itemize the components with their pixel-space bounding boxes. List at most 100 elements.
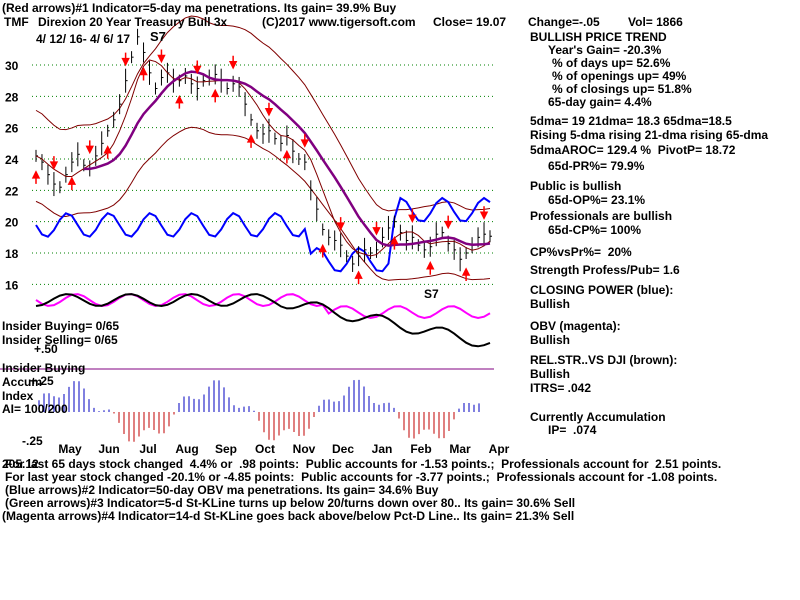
obv [35, 293, 491, 320]
copyright: (C)2017 www.tigersoft.com [262, 15, 416, 29]
buy-arrow [31, 170, 41, 184]
change-value: Change=-.05 [528, 15, 600, 29]
x-tick-label: Jan [372, 442, 393, 456]
y-tick-label: 18 [5, 247, 19, 261]
stats-line: Rising 5-dma rising 21-dma rising 65-dma [530, 128, 769, 142]
stats-line: 65d-PR%= 79.9% [548, 159, 645, 173]
buy-arrow [103, 145, 112, 159]
fund-name: Direxion 20 Year Treasury Bull 3x [38, 15, 228, 29]
stats-line: BULLISH PRICE TREND [530, 30, 667, 44]
stats-line: 5dmaAROC= 129.4 % PivotP= 18.72 [530, 143, 736, 157]
x-tick-label: Dec [332, 442, 354, 456]
minus25-label: -.25 [22, 434, 43, 448]
buy-arrow [426, 261, 435, 275]
stats-line: REL.STR..VS DJI (brown): [530, 353, 678, 367]
ma-65-line [83, 70, 491, 247]
ma-21-line [35, 59, 491, 257]
signal-label: S7 [150, 29, 166, 44]
sell-arrow [300, 134, 310, 148]
sell-arrow [121, 52, 130, 67]
sell-arrow [157, 49, 166, 64]
rel-strength [35, 292, 491, 348]
stats-line: 65d-CP%= 100% [548, 223, 642, 237]
buy-arrow [175, 94, 184, 109]
x-tick-label: Aug [175, 442, 198, 456]
lower-band [35, 126, 491, 281]
accum-label: Accum [2, 375, 43, 389]
sell-arrow [49, 156, 59, 170]
stats-line: Professionals are bullish [530, 209, 673, 223]
plus50-label: +.50 [34, 342, 58, 356]
sell-arrow [479, 206, 489, 220]
stats-line: % of days up= 52.6% [552, 56, 671, 70]
bands [35, 15, 491, 281]
volume-value: Vol= 1866 [628, 15, 683, 29]
stats-line: Public is bullish [530, 179, 622, 193]
stats-line: Bullish [530, 367, 571, 381]
stats-line: Bullish [530, 333, 571, 347]
x-tick-label: Mar [449, 442, 471, 456]
y-tick-label: 26 [5, 122, 19, 136]
bottom-note: (Blue arrows)#2 Indicator=50-day OBV ma … [5, 483, 439, 497]
stats-line: CLOSING POWER (blue): [530, 283, 674, 297]
buy-arrow [210, 88, 220, 103]
moving-average-lines [35, 59, 491, 257]
buy-arrow [67, 176, 77, 191]
x-tick-label: Jun [98, 442, 119, 456]
buy-arrow [354, 270, 363, 285]
sell-arrow [336, 217, 345, 231]
buy-arrow [139, 66, 148, 81]
x-axis-ticks: May Jun Jul Aug Sep Oct Nov Dec Jan Feb Mar Apr [58, 442, 509, 456]
stats-line: Strength Profess/Pub= 1.6 [530, 263, 680, 277]
stats-line: % of openings up= 49% [552, 69, 687, 83]
x-tick-label: Jul [139, 442, 156, 456]
y-tick-label: 22 [5, 184, 19, 198]
index-label: Index [2, 389, 34, 403]
stats-line: 65-day gain= 4.4% [548, 95, 652, 109]
sell-arrow [193, 60, 202, 75]
y-tick-label: 20 [5, 216, 19, 230]
x-tick-label: Nov [293, 442, 316, 456]
buy-arrow [282, 149, 292, 164]
bottom-note: For last year stock changed -20.1% or -4… [5, 470, 718, 484]
buy-arrow [390, 235, 399, 250]
buy-arrow [318, 243, 327, 258]
insider-buying-label-2: Insider Buying [2, 361, 86, 375]
plus25-label: +.25 [30, 374, 54, 388]
date-range: 4/ 12/ 16- 4/ 6/ 17 [36, 32, 131, 46]
stats-line: Year's Gain= -20.3% [548, 43, 662, 57]
insider-buying-label: Insider Buying= 0/65 [2, 319, 120, 333]
bottom-note: (Magenta arrows)#4 Indicator=14-d St-KLi… [2, 509, 575, 523]
ticker: TMF [4, 15, 29, 29]
accumulation-histogram [38, 379, 480, 442]
top-indicator-line: (Red arrows)#1 Indicator=5-day ma penetr… [2, 1, 397, 15]
ai-label: AI= 100/200 [2, 402, 68, 416]
sell-arrow [372, 221, 381, 236]
sell-arrow [443, 215, 453, 230]
stats-line: ITRS= .042 [530, 381, 592, 395]
sell-arrow [264, 102, 274, 117]
bottom-note: (Green arrows)#3 Indicator=5-d St-KLine … [5, 496, 576, 510]
bottom-note: For last 65 days stock changed 4.4% or .… [5, 457, 722, 471]
y-tick-label: 24 [5, 153, 19, 167]
signal-arrows [31, 49, 489, 285]
sell-arrow [228, 55, 238, 70]
stats-line: OBV (magenta): [530, 319, 621, 333]
stats-line: IP= .074 [548, 423, 597, 437]
x-tick-label: Feb [410, 442, 431, 456]
stats-line: Bullish [530, 297, 571, 311]
gridlines [32, 64, 494, 285]
y-tick-label: 30 [5, 59, 19, 73]
upper-band [35, 15, 491, 212]
x-tick-label: Oct [255, 442, 275, 456]
bottom-note: 205.12 [2, 457, 39, 471]
stats-line: 5dma= 19 21dma= 18.3 65dma=18.5 [530, 114, 732, 128]
stats-line: % of closings up= 51.8% [552, 82, 692, 96]
sell-arrow [85, 140, 94, 155]
stats-line: CP%vsPr%= 20% [530, 245, 632, 259]
x-tick-label: May [58, 442, 82, 456]
buy-arrow [461, 267, 471, 281]
stats-line: Currently Accumulation [530, 410, 666, 424]
x-tick-label: Sep [215, 442, 237, 456]
